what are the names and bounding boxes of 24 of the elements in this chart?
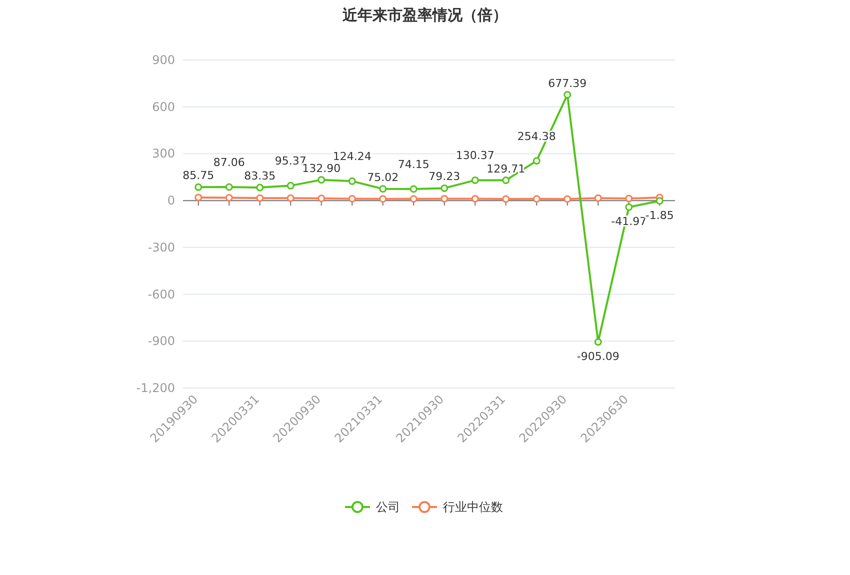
y-tick-label: 300 [152, 146, 175, 161]
y-tick-label: 0 [167, 194, 175, 208]
data-label: -1.85 [645, 208, 674, 222]
data-label: 75.02 [367, 170, 399, 184]
data-label: 130.37 [456, 149, 494, 162]
chart-title: 近年来市盈率情况（倍） [342, 6, 508, 24]
data-label: 124.24 [332, 150, 372, 164]
data-label: 132.90 [302, 162, 341, 175]
y-tick-label: -600 [148, 287, 175, 302]
legend-label: 行业中位数 [443, 500, 503, 514]
data-label: 677.39 [548, 76, 587, 90]
y-tick-label: -300 [148, 240, 175, 254]
y-tick-label: 600 [152, 100, 175, 114]
data-label: 83.35 [244, 170, 276, 183]
data-label: 74.15 [398, 158, 430, 171]
data-label: 85.75 [182, 169, 214, 182]
data-label: 129.71 [486, 162, 526, 176]
data-label: -905.09 [576, 350, 620, 363]
data-label: 79.23 [428, 170, 460, 184]
y-tick-label: -900 [148, 334, 175, 348]
y-tick-label: 900 [152, 53, 175, 67]
legend-label: 公司 [376, 500, 400, 514]
y-tick-label: -1,200 [136, 381, 175, 395]
data-label: 87.06 [213, 156, 245, 169]
